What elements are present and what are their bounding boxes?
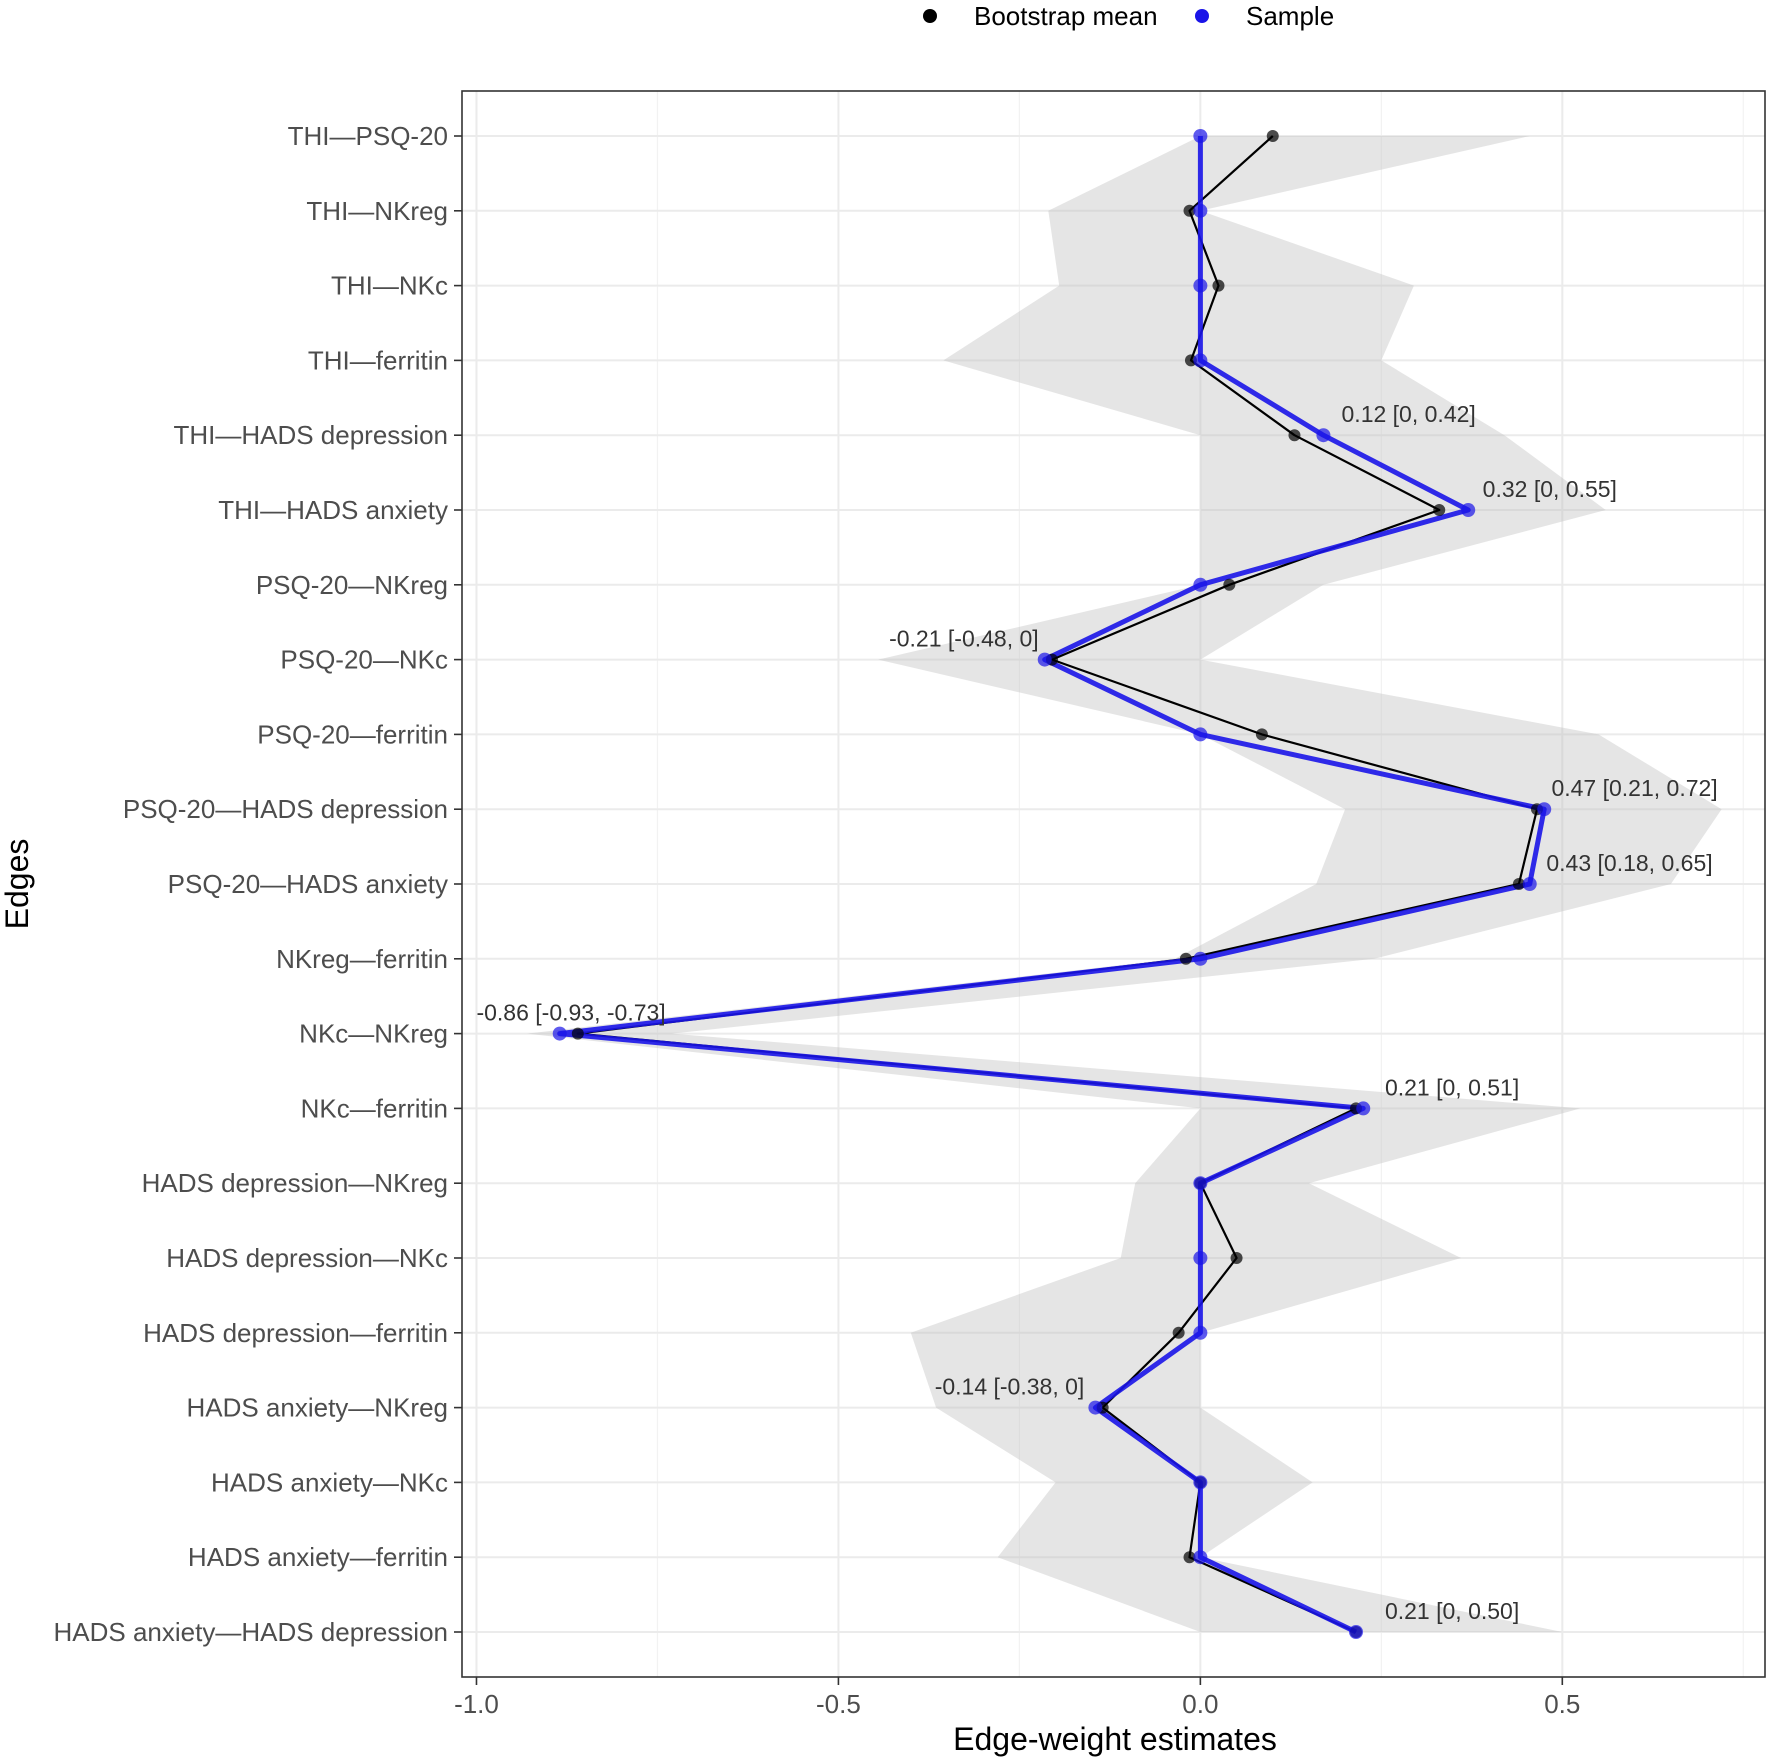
sample-point: [1193, 951, 1208, 966]
data-label: 0.32 [0, 0.55]: [1483, 476, 1617, 502]
x-tick-label: 0.5: [1544, 1689, 1580, 1719]
legend-label: Sample: [1246, 1, 1334, 31]
y-tick-label: HADS depression—NKreg: [142, 1168, 448, 1198]
bootstrap-mean-point: [1433, 504, 1446, 516]
x-tick-label: -1.0: [454, 1689, 499, 1719]
y-tick-label: HADS anxiety—NKreg: [186, 1393, 448, 1423]
sample-point: [1193, 353, 1208, 368]
bootstrap-mean-point: [1512, 878, 1525, 890]
y-tick-label: HADS depression—NKc: [166, 1243, 448, 1273]
sample-point: [1193, 1176, 1208, 1191]
legend-marker: [923, 9, 937, 23]
sample-point: [1537, 802, 1552, 817]
bootstrap-mean-point: [1212, 279, 1225, 292]
ci-band-area: [527, 136, 1722, 1632]
y-tick-label: PSQ-20—HADS anxiety: [168, 869, 448, 899]
y-tick-label: PSQ-20—NKreg: [256, 570, 448, 600]
sample-point: [1088, 1400, 1103, 1415]
y-tick-label: HADS anxiety—NKc: [211, 1467, 448, 1497]
sample-point: [1193, 1475, 1208, 1490]
x-tick-label: -0.5: [816, 1689, 861, 1719]
y-axis: THI—PSQ-20 THI—NKreg THI—NKc THI—ferritin TH…: [54, 121, 462, 1647]
sample-point: [1193, 203, 1208, 218]
y-tick-label: NKreg—ferritin: [276, 944, 448, 974]
y-tick-label: PSQ-20—NKc: [280, 645, 448, 675]
y-tick-label: THI—HADS anxiety: [218, 495, 448, 525]
bootstrap-mean-point: [1255, 728, 1268, 741]
bootstrap-mean-point: [1172, 1326, 1185, 1339]
sample-point: [1461, 503, 1476, 517]
y-tick-label: PSQ-20—HADS depression: [123, 794, 448, 824]
x-tick-label: 0.0: [1182, 1689, 1218, 1719]
sample-point: [1193, 1550, 1208, 1565]
legend: Bootstrap mean Sample: [923, 1, 1334, 31]
y-tick-label: THI—PSQ-20: [288, 121, 448, 151]
bootstrap-mean-point: [571, 1027, 584, 1040]
bootstrap-mean-point: [1179, 952, 1192, 965]
data-label: -0.21 [-0.48, 0]: [889, 626, 1039, 652]
series-points: [552, 129, 1552, 1639]
sample-point: [1037, 652, 1052, 667]
y-tick-label: THI—ferritin: [308, 345, 448, 375]
data-label: 0.43 [0.18, 0.65]: [1546, 850, 1712, 876]
legend-label: Bootstrap mean: [974, 1, 1158, 31]
annotations: 0.12 [0, 0.42] 0.32 [0, 0.55] -0.21 [-0.48…: [476, 401, 1717, 1624]
y-axis-title: Edges: [0, 839, 35, 930]
sample-point: [1193, 278, 1208, 293]
bootstrap-mean-point: [1288, 429, 1301, 442]
data-label: -0.86 [-0.93, -0.73]: [476, 1000, 665, 1026]
y-tick-label: HADS anxiety—ferritin: [188, 1542, 448, 1572]
y-tick-label: THI—NKreg: [306, 196, 448, 226]
bootstrap-mean-point: [1266, 130, 1279, 142]
sample-point: [1193, 129, 1208, 143]
y-tick-label: THI—NKc: [331, 271, 448, 301]
y-tick-label: PSQ-20—ferritin: [257, 719, 448, 749]
sample-point: [1193, 727, 1208, 742]
confidence-band: [527, 136, 1722, 1632]
sample-point: [1349, 1625, 1364, 1639]
sample-point: [1193, 577, 1208, 592]
data-label: 0.21 [0, 0.51]: [1385, 1074, 1519, 1100]
bootstrap-mean-point: [1230, 1252, 1243, 1264]
y-tick-label: HADS anxiety—HADS depression: [54, 1617, 449, 1647]
sample-point: [1522, 877, 1537, 891]
data-label: 0.47 [0.21, 0.72]: [1551, 775, 1717, 801]
grid-major: [462, 91, 1765, 1677]
data-label: -0.14 [-0.38, 0]: [935, 1374, 1085, 1400]
y-tick-label: HADS depression—ferritin: [143, 1318, 448, 1348]
sample-point: [1193, 1251, 1208, 1265]
x-axis-title: Edge-weight estimates: [953, 1721, 1277, 1757]
sample-point: [1316, 428, 1331, 443]
y-tick-label: THI—HADS depression: [173, 420, 448, 450]
bootstrap-mean-point: [1223, 578, 1236, 591]
bootstrap-mean-point: [1184, 354, 1197, 367]
bootstrap-mean-point: [1183, 204, 1196, 217]
legend-marker: [1195, 9, 1209, 23]
data-label: 0.21 [0, 0.50]: [1385, 1598, 1519, 1624]
data-label: 0.12 [0, 0.42]: [1342, 401, 1476, 427]
sample-point: [1356, 1101, 1371, 1116]
y-tick-label: NKc—NKreg: [299, 1019, 448, 1049]
y-tick-label: NKc—ferritin: [301, 1093, 448, 1123]
sample-point: [552, 1026, 567, 1041]
x-axis: -1.0 -0.5 0.0 0.5: [454, 1677, 1580, 1719]
sample-point: [1193, 1325, 1208, 1340]
bootstrap-mean-point: [1183, 1551, 1196, 1564]
